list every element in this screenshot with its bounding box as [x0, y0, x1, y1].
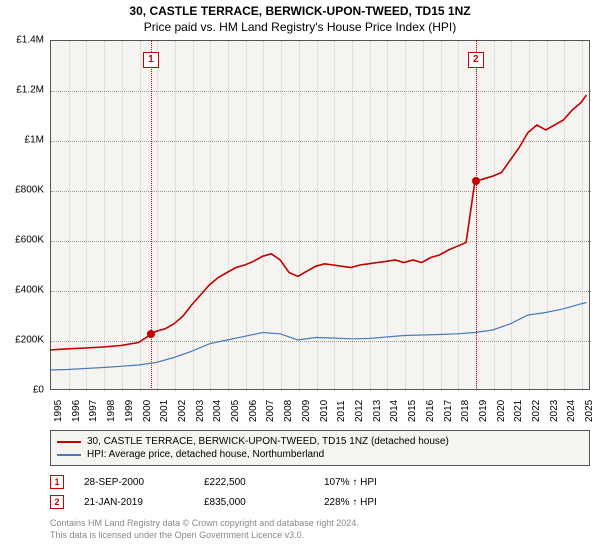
- event-date: 21-JAN-2019: [84, 497, 184, 508]
- y-tick-label: £0: [33, 385, 44, 396]
- x-tick-label: 2004: [212, 400, 223, 422]
- y-tick-label: £600K: [15, 235, 44, 246]
- event-pct-vs-hpi: 228% ↑ HPI: [324, 497, 424, 508]
- marker-dot-1: [147, 330, 155, 338]
- x-tick-label: 2020: [496, 400, 507, 422]
- x-tick-label: 2006: [248, 400, 259, 422]
- event-price: £222,500: [204, 477, 304, 488]
- event-row: 2 21-JAN-2019 £835,000 228% ↑ HPI: [50, 492, 590, 512]
- x-tick-label: 2016: [425, 400, 436, 422]
- chart-title-address: 30, CASTLE TERRACE, BERWICK-UPON-TWEED, …: [0, 4, 600, 18]
- x-tick-label: 2001: [159, 400, 170, 422]
- marker-box-2: 2: [468, 52, 484, 68]
- x-tick-label: 2018: [460, 400, 471, 422]
- x-tick-label: 2024: [566, 400, 577, 422]
- x-tick-label: 2005: [230, 400, 241, 422]
- x-tick-label: 1998: [106, 400, 117, 422]
- legend-item: HPI: Average price, detached house, Nort…: [57, 448, 583, 461]
- legend-swatch: [57, 441, 81, 443]
- marker-box-1: 1: [143, 52, 159, 68]
- y-tick-label: £400K: [15, 285, 44, 296]
- x-tick-label: 2023: [549, 400, 560, 422]
- x-tick-label: 2015: [407, 400, 418, 422]
- event-date: 28-SEP-2000: [84, 477, 184, 488]
- x-tick-label: 2011: [336, 400, 347, 422]
- x-tick-label: 1999: [124, 400, 135, 422]
- legend-box: 30, CASTLE TERRACE, BERWICK-UPON-TWEED, …: [50, 430, 590, 466]
- chart-svg: [50, 40, 590, 390]
- chart-plot: £0£200K£400K£600K£800K£1M£1.2M£1.4M19951…: [50, 40, 590, 390]
- x-tick-label: 2008: [283, 400, 294, 422]
- y-tick-label: £1M: [25, 135, 44, 146]
- footer-line1: Contains HM Land Registry data © Crown c…: [50, 518, 590, 530]
- series-line-property: [50, 95, 587, 350]
- event-marker-ref: 1: [50, 475, 64, 489]
- x-tick-label: 2009: [301, 400, 312, 422]
- x-tick-label: 2014: [389, 400, 400, 422]
- legend-swatch: [57, 454, 81, 456]
- footer-attribution: Contains HM Land Registry data © Crown c…: [50, 518, 590, 541]
- event-row: 1 28-SEP-2000 £222,500 107% ↑ HPI: [50, 472, 590, 492]
- y-tick-label: £200K: [15, 335, 44, 346]
- x-tick-label: 1995: [53, 400, 64, 422]
- y-tick-label: £800K: [15, 185, 44, 196]
- x-tick-label: 1996: [71, 400, 82, 422]
- x-tick-label: 2017: [443, 400, 454, 422]
- x-tick-label: 2012: [354, 400, 365, 422]
- legend-label: 30, CASTLE TERRACE, BERWICK-UPON-TWEED, …: [87, 436, 449, 447]
- event-price: £835,000: [204, 497, 304, 508]
- event-marker-ref: 2: [50, 495, 64, 509]
- x-tick-label: 2025: [584, 400, 595, 422]
- series-line-hpi: [50, 303, 587, 371]
- x-tick-label: 2021: [513, 400, 524, 422]
- x-tick-label: 2010: [319, 400, 330, 422]
- legend-label: HPI: Average price, detached house, Nort…: [87, 449, 324, 460]
- x-tick-label: 2002: [177, 400, 188, 422]
- x-tick-label: 2003: [195, 400, 206, 422]
- marker-dot-2: [472, 177, 480, 185]
- y-tick-label: £1.4M: [16, 35, 44, 46]
- legend-item: 30, CASTLE TERRACE, BERWICK-UPON-TWEED, …: [57, 435, 583, 448]
- event-pct-vs-hpi: 107% ↑ HPI: [324, 477, 424, 488]
- x-tick-label: 2007: [265, 400, 276, 422]
- y-tick-label: £1.2M: [16, 85, 44, 96]
- x-tick-label: 2019: [478, 400, 489, 422]
- x-tick-label: 1997: [88, 400, 99, 422]
- x-tick-label: 2000: [142, 400, 153, 422]
- chart-subtitle: Price paid vs. HM Land Registry's House …: [0, 20, 600, 34]
- marker-line-2: [476, 40, 477, 390]
- events-table: 1 28-SEP-2000 £222,500 107% ↑ HPI 2 21-JAN-20…: [50, 472, 590, 512]
- x-tick-label: 2022: [531, 400, 542, 422]
- x-tick-label: 2013: [372, 400, 383, 422]
- footer-line2: This data is licensed under the Open Gov…: [50, 530, 590, 542]
